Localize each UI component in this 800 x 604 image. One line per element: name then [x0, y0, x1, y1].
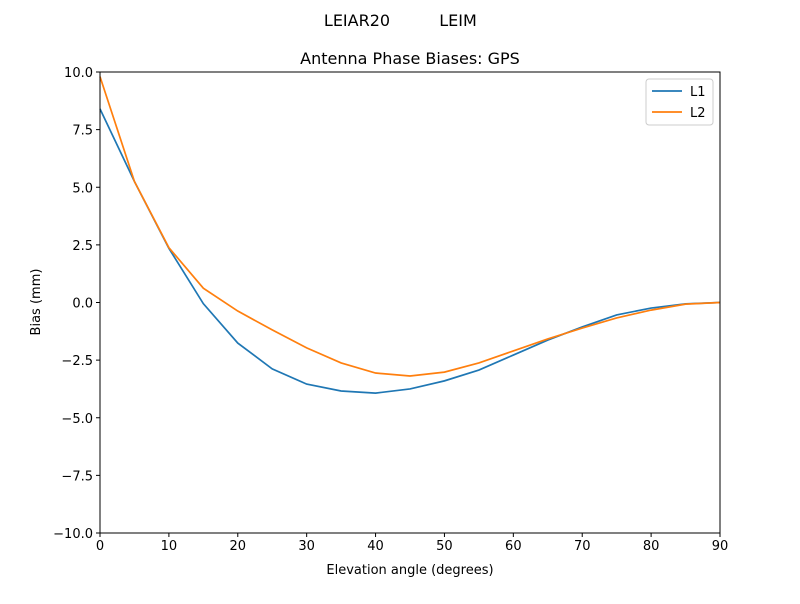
x-tick-label: 60	[505, 539, 522, 554]
x-tick-label: 30	[298, 539, 315, 554]
y-tick-label: 0.0	[72, 297, 93, 312]
plot-frame	[99, 71, 721, 534]
series-line-l1	[99, 108, 721, 394]
x-tick-label: 70	[574, 539, 591, 554]
legend-label-l2: L2	[690, 106, 706, 121]
series-line-l2	[99, 76, 721, 377]
y-tick-label: −2.5	[61, 354, 93, 369]
y-tick-label: −5.0	[61, 412, 93, 427]
x-axis-label: Elevation angle (degrees)	[326, 563, 493, 578]
legend-label-l1: L1	[690, 85, 706, 100]
x-tick-label: 80	[643, 539, 660, 554]
x-tick-label: 50	[436, 539, 453, 554]
y-tick-label: 2.5	[72, 239, 93, 254]
x-tick-label: 20	[230, 539, 247, 554]
y-tick-label: 10.0	[64, 66, 93, 81]
x-tick-label: 0	[96, 539, 104, 554]
x-tick-label: 40	[367, 539, 384, 554]
x-tick-label: 90	[712, 539, 729, 554]
x-tick-label: 10	[161, 539, 178, 554]
y-tick-label: 5.0	[72, 181, 93, 196]
suptitle-right: LEIM	[439, 11, 477, 30]
y-tick-label: −10.0	[53, 527, 93, 542]
y-axis-label: Bias (mm)	[29, 269, 44, 336]
y-tick-label: 7.5	[72, 124, 93, 139]
chart-title: Antenna Phase Biases: GPS	[300, 49, 520, 68]
suptitle-left: LEIAR20	[324, 11, 390, 30]
y-tick-label: −7.5	[61, 469, 93, 484]
